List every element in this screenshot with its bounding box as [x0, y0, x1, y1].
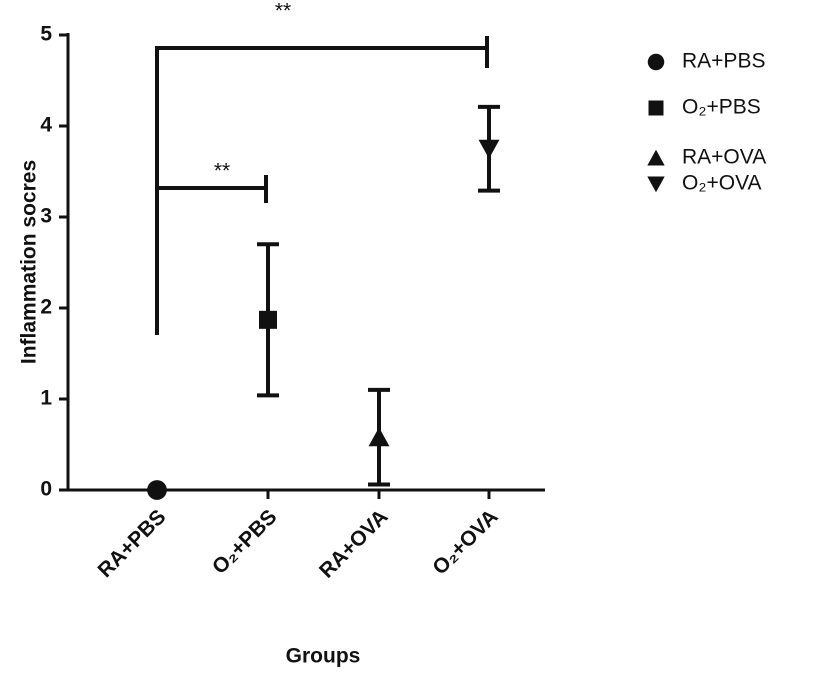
x-tick-label: O₂+PBS: [208, 505, 282, 579]
y-tick-label: 5: [40, 23, 52, 46]
marker: [368, 427, 390, 447]
y-axis-label: Inflammation socres: [18, 160, 41, 364]
y-tick-label: 3: [40, 205, 52, 228]
significance-bracket: [155, 46, 489, 335]
legend-marker: [648, 100, 664, 116]
significance-label: **: [214, 160, 230, 183]
x-tick-label: RA+OVA: [315, 505, 392, 582]
marker: [478, 139, 500, 159]
y-tick-label: 0: [40, 478, 52, 501]
x-tick-label: O₂+OVA: [428, 505, 502, 579]
legend-label: RA+PBS: [682, 50, 765, 73]
x-tick-label: RA+PBS: [94, 505, 171, 582]
x-axis-label: Groups: [286, 645, 361, 668]
y-tick-label: 1: [40, 387, 52, 410]
legend-marker: [647, 149, 665, 166]
significance-label: **: [275, 0, 291, 23]
legend-label: RA+OVA: [682, 146, 766, 169]
legend-marker: [647, 176, 665, 193]
marker: [147, 480, 167, 500]
legend-label: O₂+PBS: [682, 96, 761, 119]
legend-marker: [647, 53, 665, 71]
y-tick-label: 4: [40, 114, 52, 137]
marker: [259, 310, 277, 329]
y-tick-label: 2: [40, 296, 52, 319]
legend-label: O₂+OVA: [682, 172, 762, 195]
